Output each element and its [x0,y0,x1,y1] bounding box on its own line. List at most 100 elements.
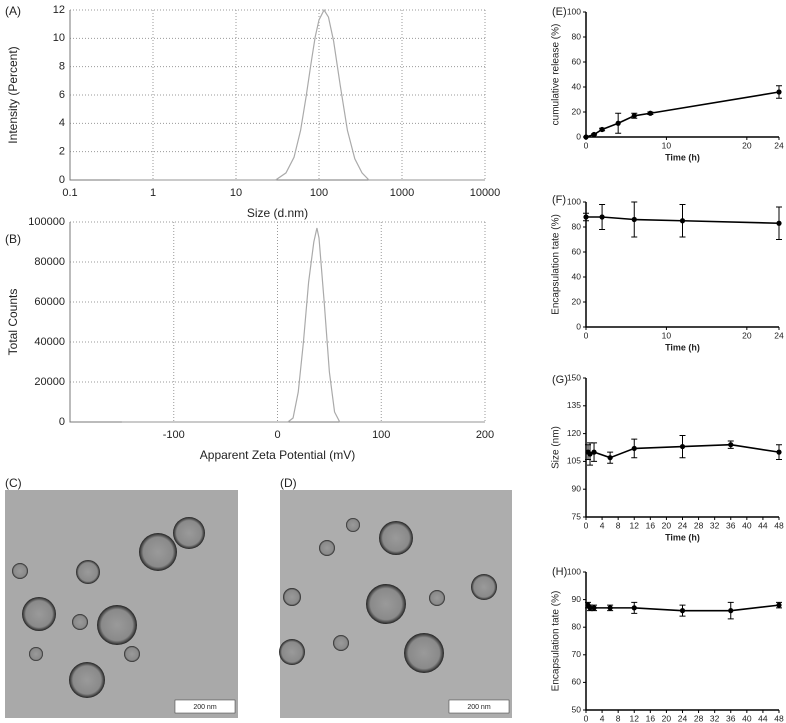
scale-bar-label: 200 nm [193,704,217,711]
tem-image-c: 200 nm (C) [5,476,238,718]
x-tick-label: 24 [774,140,784,150]
y-tick-label: 4 [59,117,65,129]
y-axis-label: Encapsulation tate (%) [551,591,562,692]
data-point [599,214,605,220]
data-point [583,214,589,220]
data-point [607,455,613,461]
data-point [631,113,637,119]
x-axis-label: Time (h) [665,342,700,352]
y-tick-label: 80 [572,221,582,231]
data-line [585,91,780,138]
x-tick-label: 40 [742,520,752,530]
x-axis-label: Time (h) [665,152,700,162]
x-tick-label: 10 [662,330,672,340]
x-axis-label: Time (h) [665,532,700,542]
x-tick-label: 0 [274,429,280,441]
x-axis-label: Size (d.nm) [247,206,308,220]
data-point [631,605,637,611]
x-tick-label: 28 [694,520,704,530]
data-point [591,605,597,611]
y-tick-label: 60 [572,246,582,256]
y-tick-label: 40 [572,271,582,281]
y-tick-label: 150 [567,372,581,382]
x-tick-label: 1 [150,187,156,199]
x-tick-label: 4 [600,713,605,723]
x-tick-label: 20 [662,713,672,723]
y-tick-label: 100000 [28,216,65,228]
y-tick-label: 20000 [34,376,65,388]
axis [585,12,779,138]
y-tick-label: 8 [59,61,65,73]
panel-label: (B) [5,232,21,246]
y-axis-label: Total Counts [6,289,20,356]
x-tick-label: 44 [758,520,768,530]
y-tick-label: 60000 [34,296,65,308]
x-tick-label: 12 [630,713,640,723]
x-tick-label: -100 [163,429,185,441]
y-tick-label: 0 [576,321,581,331]
y-axis-label: Intensity (Percent) [6,46,20,143]
x-tick-label: 44 [758,713,768,723]
x-tick-label: 24 [678,520,688,530]
x-tick-label: 0 [584,330,589,340]
data-point [679,608,686,614]
y-tick-label: 20 [572,296,582,306]
data-point [587,451,593,457]
x-tick-label: 36 [726,713,736,723]
x-tick-label: 0 [584,140,589,150]
y-tick-label: 100 [567,196,581,206]
y-tick-label: 60 [572,56,582,66]
y-tick-label: 20 [572,106,582,116]
y-tick-label: 60 [572,677,582,687]
x-tick-label: 0 [584,520,589,530]
axis [585,202,779,328]
y-tick-label: 135 [567,400,581,410]
data-point [776,602,782,608]
data-point [607,605,613,611]
panel-label: (C) [5,476,22,490]
x-tick-label: 20 [742,330,752,340]
data-point [776,89,782,95]
x-tick-label: 1000 [390,187,414,199]
y-tick-label: 105 [567,456,581,466]
x-tick-label: 36 [726,520,736,530]
x-tick-label: 24 [774,330,784,340]
axis [585,378,779,518]
panel-label: (E) [552,6,567,18]
distribution-curve [121,227,485,423]
data-point [591,449,597,455]
scale-bar-label: 200 nm [467,704,491,711]
data-point [679,443,686,450]
y-axis-label: cumulative release (%) [551,24,562,126]
y-tick-label: 80 [572,621,582,631]
x-tick-label: 20 [662,520,672,530]
y-tick-label: 100 [567,6,581,16]
x-tick-label: 10 [230,187,242,199]
tem-image-d: 200 nm (D) [279,476,512,718]
y-tick-label: 40 [572,81,582,91]
data-point [591,131,597,138]
data-point [631,445,637,452]
data-point [631,216,637,223]
x-tick-label: 48 [774,520,784,530]
y-tick-label: 40000 [34,336,65,348]
x-tick-label: 100 [310,187,328,199]
data-point [647,110,653,116]
x-tick-label: 4 [600,520,605,530]
x-tick-label: 10 [662,140,672,150]
y-tick-label: 75 [572,511,582,521]
data-point [679,218,686,224]
data-point [728,608,734,614]
data-point [587,605,593,611]
x-axis-label: Apparent Zeta Potential (mV) [200,448,355,462]
x-tick-label: 10000 [470,187,501,199]
y-tick-label: 0 [59,416,65,428]
y-tick-label: 70 [572,649,582,659]
y-tick-label: 90 [572,483,582,493]
y-tick-label: 120 [567,428,581,438]
y-tick-label: 6 [59,89,65,101]
x-tick-label: 16 [646,713,656,723]
data-point [583,134,589,140]
panel-label: (F) [552,194,566,206]
